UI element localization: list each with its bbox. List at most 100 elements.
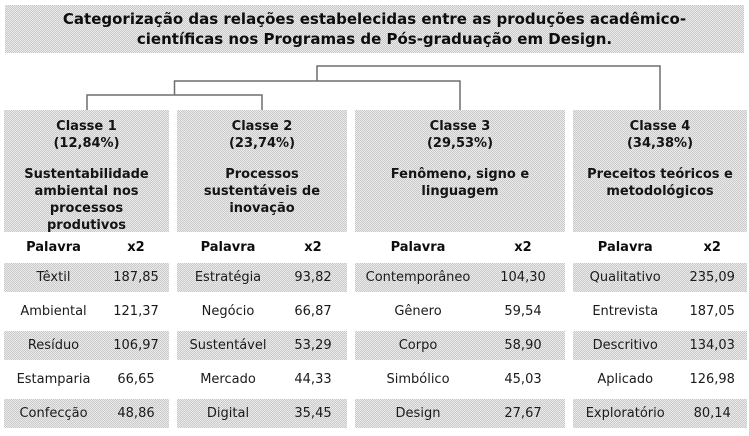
value-cell: 66,87 [294,304,332,319]
table-row: Corpo 58,90 [355,331,565,360]
class-column-2: Classe 2 (23,74%) Processos sustentáveis… [177,110,347,433]
column-header-palavra: Palavra [26,240,81,255]
word-cell: Corpo [398,338,438,353]
table-row: Aplicado 126,98 [573,365,747,394]
value-cell: 80,14 [693,406,731,421]
word-cell: Design [395,406,441,421]
value-cell: 27,67 [504,406,542,421]
table-row: Mercado 44,33 [177,365,347,394]
class4-percent: (34,38%) [626,136,694,151]
table-row: Estratégia 93,82 [177,263,347,292]
class1-description: Sustentabilidade ambiental nos processos… [24,167,149,233]
value-cell: 59,54 [504,304,542,319]
class-column-1: Classe 1 (12,84%) Sustentabilidade ambie… [4,110,169,433]
dendrogram-node-class1-class2 [86,94,263,110]
value-cell: 235,09 [689,270,735,285]
word-cell: Simbólico [386,372,450,387]
class2-table-header: Palavra x2 [177,232,347,263]
value-cell: 66,65 [117,372,155,387]
value-cell: 121,37 [113,304,159,319]
table-row: Digital 35,45 [177,399,347,428]
class2-percent: (23,74%) [228,136,296,151]
figure-title-line2: científicas nos Programas de Pós-graduaç… [136,30,613,48]
value-cell: 134,03 [689,338,735,353]
table-row: Simbólico 45,03 [355,365,565,394]
column-header-palavra: Palavra [200,240,256,255]
word-cell: Descritivo [592,338,658,353]
value-cell: 126,98 [689,372,735,387]
value-cell: 53,29 [294,338,332,353]
value-cell: 187,85 [113,270,159,285]
class3-percent: (29,53%) [426,136,494,151]
dendrogram-node-with-class3 [173,80,461,110]
word-cell: Negócio [201,304,255,319]
table-row: Negócio 66,87 [177,297,347,326]
class3-header-box: Classe 3 (29,53%) Fenômeno, signo e ling… [355,110,565,232]
dendrogram-node-with-class4 [316,65,661,110]
column-header-x2: x2 [514,240,532,255]
class4-description: Preceitos teóricos e metodológicos [587,167,733,199]
table-row: Qualitativo 235,09 [573,263,747,292]
class3-description: Fenômeno, signo e linguagem [390,167,530,199]
table-row: Contemporâneo 104,30 [355,263,565,292]
value-cell: 35,45 [294,406,332,421]
value-cell: 58,90 [504,338,542,353]
class1-name: Classe 1 [56,119,117,134]
value-cell: 104,30 [500,270,546,285]
figure-title: Categorização das relações estabelecidas… [5,5,744,53]
class1-percent: (12,84%) [53,136,120,151]
class-column-4: Classe 4 (34,38%) Preceitos teóricos e m… [573,110,747,433]
class-columns: Classe 1 (12,84%) Sustentabilidade ambie… [4,110,747,433]
column-header-x2: x2 [703,240,721,255]
table-row: Sustentável 53,29 [177,331,347,360]
value-cell: 187,05 [689,304,735,319]
table-row: Têxtil 187,85 [4,263,169,292]
value-cell: 48,86 [117,406,155,421]
table-row: Descritivo 134,03 [573,331,747,360]
column-header-x2: x2 [304,240,322,255]
word-cell: Qualitativo [589,270,661,285]
word-cell: Ambiental [20,304,87,319]
table-row: Exploratório 80,14 [573,399,747,428]
table-row: Entrevista 187,05 [573,297,747,326]
column-header-palavra: Palavra [390,240,446,255]
class4-table-header: Palavra x2 [573,232,747,263]
value-cell: 106,97 [113,338,159,353]
word-cell: Contemporâneo [365,270,471,285]
word-cell: Estratégia [194,270,262,285]
table-row: Gênero 59,54 [355,297,565,326]
class-column-3: Classe 3 (29,53%) Fenômeno, signo e ling… [355,110,565,433]
table-row: Ambiental 121,37 [4,297,169,326]
word-cell: Têxtil [36,270,71,285]
value-cell: 44,33 [294,372,332,387]
figure-title-line1: Categorização das relações estabelecidas… [62,10,687,28]
word-cell: Entrevista [592,304,659,319]
table-row: Estamparia 66,65 [4,365,169,394]
value-cell: 45,03 [504,372,542,387]
class3-name: Classe 3 [429,119,491,134]
word-cell: Gênero [394,304,442,319]
class4-header-box: Classe 4 (34,38%) Preceitos teóricos e m… [573,110,747,232]
table-row: Design 27,67 [355,399,565,428]
value-cell: 93,82 [294,270,332,285]
class1-header-box: Classe 1 (12,84%) Sustentabilidade ambie… [4,110,169,233]
class1-table-header: Palavra x2 [4,232,169,263]
table-row: Resíduo 106,97 [4,331,169,360]
column-header-palavra: Palavra [597,240,653,255]
word-cell: Digital [206,406,250,421]
column-header-x2: x2 [127,240,145,255]
word-cell: Exploratório [585,406,665,421]
word-cell: Estamparia [16,372,91,387]
class4-name: Classe 4 [629,119,691,134]
class2-name: Classe 2 [231,119,293,134]
word-cell: Sustentável [189,338,267,353]
word-cell: Mercado [200,372,256,387]
word-cell: Confecção [19,406,88,421]
class2-header-box: Classe 2 (23,74%) Processos sustentáveis… [177,110,347,232]
table-row: Confecção 48,86 [4,399,169,428]
word-cell: Aplicado [597,372,654,387]
class2-description: Processos sustentáveis de inovação [203,167,321,216]
class3-table-header: Palavra x2 [355,232,565,263]
word-cell: Resíduo [27,338,80,353]
